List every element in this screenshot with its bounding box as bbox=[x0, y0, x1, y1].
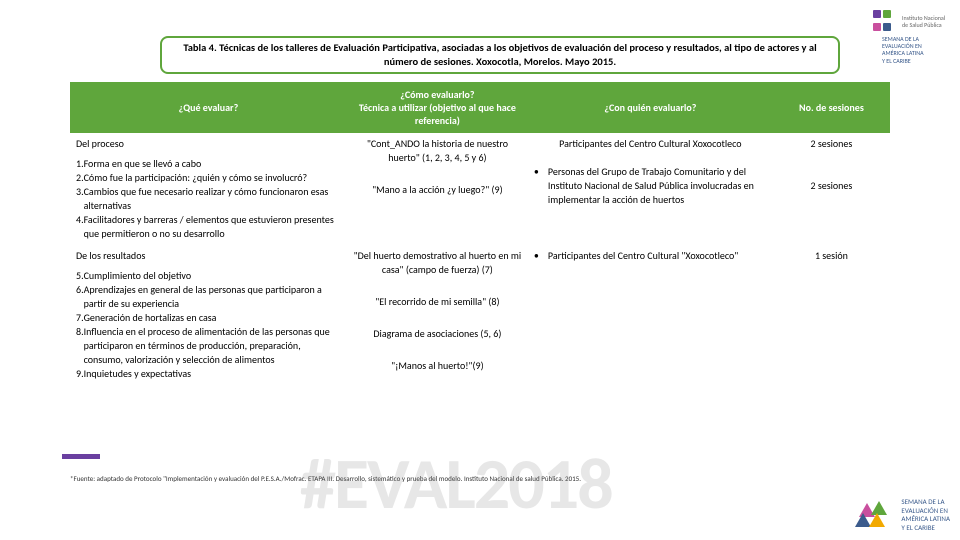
list-item-num: 2. bbox=[76, 171, 84, 185]
table-row: Del proceso 1.Forma en que se llevó a cab… bbox=[70, 133, 890, 245]
list-item-num: 5. bbox=[76, 269, 84, 283]
list-item-text: Facilitadores y barreras / elementos que… bbox=[84, 213, 341, 241]
list-item-num: 4. bbox=[76, 213, 84, 241]
participant-text: Participantes del Centro Cultural Xoxoco… bbox=[534, 137, 767, 151]
section-label: Del proceso bbox=[76, 137, 341, 151]
bullet-icon: • bbox=[534, 249, 548, 263]
logo-sq bbox=[883, 10, 891, 18]
list-item-text: Generación de hortalizas en casa bbox=[84, 311, 217, 325]
th-como: ¿Cómo evaluarlo?Técnica a utilizar (obje… bbox=[347, 82, 528, 133]
list-item: 3.Cambios que fue necesario realizar y c… bbox=[76, 185, 341, 213]
th-quien: ¿Con quién evaluarlo? bbox=[528, 82, 773, 133]
logo-sq bbox=[883, 23, 891, 31]
participant-item: •Participantes del Centro Cultural "Xoxo… bbox=[534, 249, 767, 263]
session-count: 2 sesiones bbox=[779, 179, 884, 193]
technique-label: "Cont_ANDO la historia de nuestro huerto… bbox=[353, 137, 522, 165]
logo-sq bbox=[873, 10, 881, 18]
technique-label: "Del huerto demostrativo al huerto en mi… bbox=[353, 249, 522, 277]
table-title-bar: Tabla 4. Técnicas de los talleres de Eva… bbox=[160, 36, 840, 74]
cell-como: "Del huerto demostrativo al huerto en mi… bbox=[347, 245, 528, 385]
list-item-num: 6. bbox=[76, 283, 84, 311]
right-logo-line: Y EL CARIBE bbox=[882, 58, 952, 65]
list-item: 2.Cómo fue la participación: ¿quién y có… bbox=[76, 171, 341, 185]
list-item-text: Cambios que fue necesario realizar y cóm… bbox=[84, 185, 341, 213]
top-logo-mark bbox=[872, 9, 898, 35]
cell-que: De los resultados 5.Cumplimiento del obje… bbox=[70, 245, 347, 385]
participant-item: Participantes del Centro Cultural Xoxoco… bbox=[534, 137, 767, 151]
list-item: 7.Generación de hortalizas en casa bbox=[76, 311, 341, 325]
bullet-icon: • bbox=[534, 165, 548, 207]
session-count: 1 sesión bbox=[779, 249, 884, 263]
list-item-text: Cómo fue la participación: ¿quién y cómo… bbox=[84, 171, 308, 185]
th-que: ¿Qué evaluar? bbox=[70, 82, 347, 133]
list-item: 5.Cumplimiento del objetivo bbox=[76, 269, 341, 283]
list-item: 4.Facilitadores y barreras / elementos q… bbox=[76, 213, 341, 241]
watermark: #EVAL2018 bbox=[300, 440, 612, 528]
technique-label: "Mano a la acción ¿y luego?" (9) bbox=[353, 183, 522, 197]
session-count: 2 sesiones bbox=[779, 137, 884, 151]
list-item-text: Cumplimiento del objetivo bbox=[84, 269, 192, 283]
list-item-text: Forma en que se llevó a cabo bbox=[84, 157, 202, 171]
section-label: De los resultados bbox=[76, 249, 341, 263]
bottom-logo-mark bbox=[853, 501, 895, 529]
footnote: *Fuente: adaptado de Protocolo "Implemen… bbox=[70, 474, 870, 483]
cell-como: "Cont_ANDO la historia de nuestro huerto… bbox=[347, 133, 528, 245]
participant-text: Participantes del Centro Cultural "Xoxoc… bbox=[548, 249, 738, 263]
top-logo-text: Instituto Nacional de Salud Pública bbox=[902, 15, 945, 28]
top-logo-line: de Salud Pública bbox=[902, 22, 945, 29]
cell-que: Del proceso 1.Forma en que se llevó a cab… bbox=[70, 133, 347, 245]
th-num: No. de sesiones bbox=[773, 82, 890, 133]
cell-quien: Participantes del Centro Cultural Xoxoco… bbox=[528, 133, 773, 245]
list-item-num: 9. bbox=[76, 367, 84, 381]
table-row: De los resultados 5.Cumplimiento del obje… bbox=[70, 245, 890, 385]
table-title-text: Tabla 4. Técnicas de los talleres de Eva… bbox=[170, 41, 830, 68]
right-event-label: SEMANA DE LA EVALUACIÓN EN AMÉRICA LATIN… bbox=[882, 36, 952, 65]
list-item: 1.Forma en que se llevó a cabo bbox=[76, 157, 341, 171]
table-header-row: ¿Qué evaluar? ¿Cómo evaluarlo?Técnica a … bbox=[70, 82, 890, 133]
evaluation-table: ¿Qué evaluar? ¿Cómo evaluarlo?Técnica a … bbox=[70, 82, 890, 385]
list-item-text: Aprendizajes en general de las personas … bbox=[84, 283, 341, 311]
accent-bar bbox=[62, 454, 100, 459]
list-item-num: 7. bbox=[76, 311, 84, 325]
list-item-num: 8. bbox=[76, 325, 84, 367]
cell-num: 1 sesión bbox=[773, 245, 890, 385]
list-item: 8.Influencia en el proceso de alimentaci… bbox=[76, 325, 341, 367]
list-item-text: Inquietudes y expectativas bbox=[84, 367, 191, 381]
list-item-num: 3. bbox=[76, 185, 84, 213]
cell-num: 2 sesiones 2 sesiones bbox=[773, 133, 890, 245]
logo-sq bbox=[873, 23, 881, 31]
list-item: 6.Aprendizajes en general de las persona… bbox=[76, 283, 341, 311]
bottom-event-logo: SEMANA DE LA EVALUACIÓN EN AMÉRICA LATIN… bbox=[853, 498, 950, 532]
technique-label: "¡Manos al huerto!"(9) bbox=[353, 359, 522, 373]
participant-item: •Personas del Grupo de Trabajo Comunitar… bbox=[534, 165, 767, 207]
list-item-text: Influencia en el proceso de alimentación… bbox=[84, 325, 341, 367]
technique-label: "El recorrido de mi semilla" (8) bbox=[353, 295, 522, 309]
cell-quien: •Participantes del Centro Cultural "Xoxo… bbox=[528, 245, 773, 385]
participant-text: Personas del Grupo de Trabajo Comunitari… bbox=[548, 165, 767, 207]
list-item: 9.Inquietudes y expectativas bbox=[76, 367, 341, 381]
bottom-logo-line: Y EL CARIBE bbox=[901, 524, 950, 532]
technique-label: Diagrama de asociaciones (5, 6) bbox=[353, 327, 522, 341]
list-item-num: 1. bbox=[76, 157, 84, 171]
bottom-logo-text: SEMANA DE LA EVALUACIÓN EN AMÉRICA LATIN… bbox=[901, 498, 950, 532]
